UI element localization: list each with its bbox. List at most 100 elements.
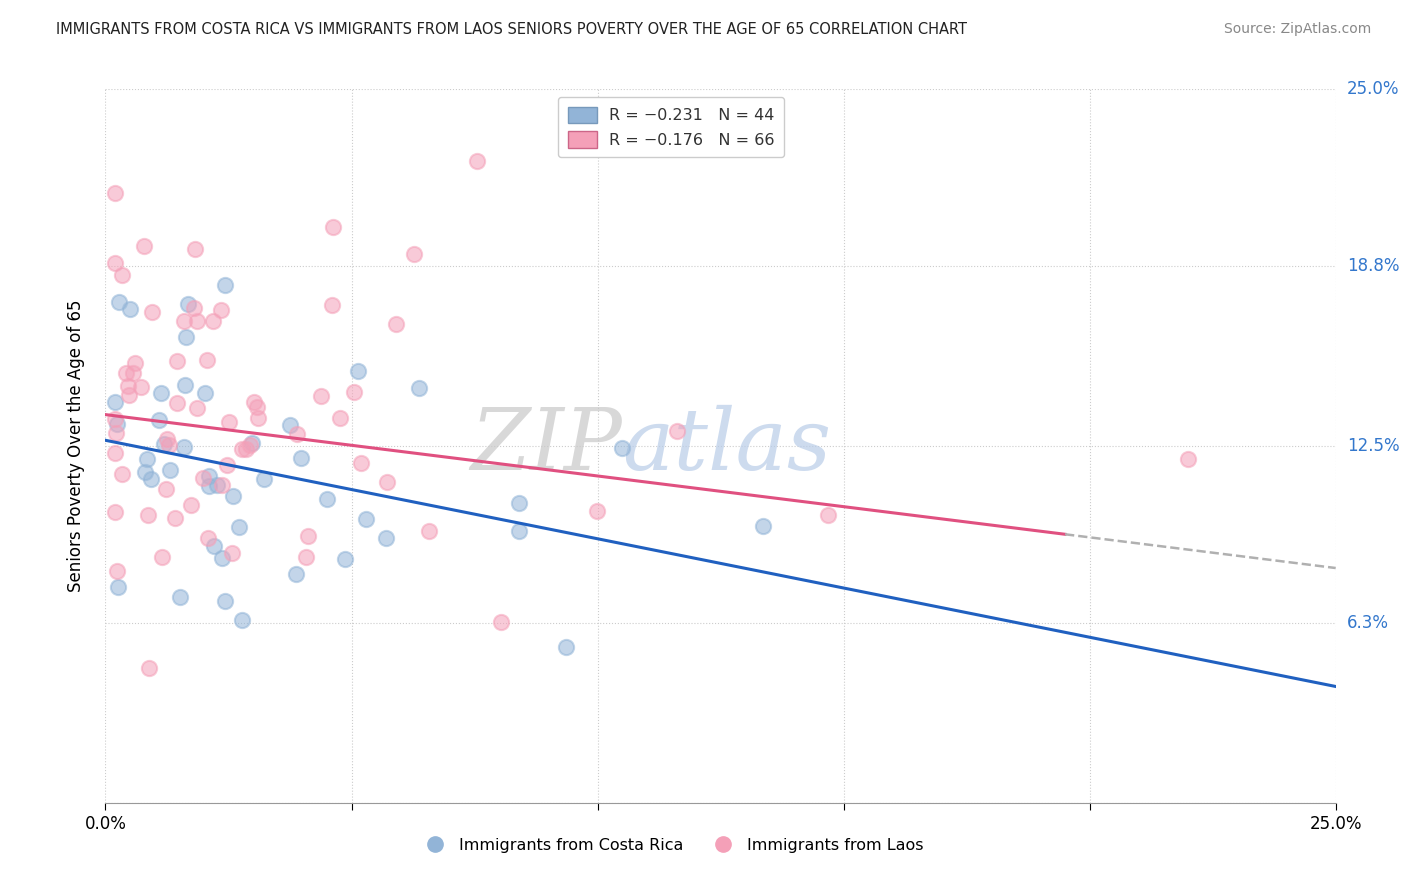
Point	[555, 640, 578, 655]
Point	[159, 463, 181, 477]
Point	[408, 381, 430, 395]
Point	[105, 417, 128, 431]
Point	[180, 498, 202, 512]
Point	[118, 387, 141, 401]
Point	[465, 153, 488, 168]
Point	[104, 395, 127, 409]
Point	[107, 580, 129, 594]
Point	[665, 425, 688, 439]
Point	[321, 298, 343, 312]
Text: atlas: atlas	[621, 405, 831, 487]
Point	[111, 268, 134, 283]
Point	[333, 552, 356, 566]
Point	[131, 379, 153, 393]
Text: 12.5%: 12.5%	[1347, 437, 1399, 455]
Point	[120, 302, 142, 317]
Point	[215, 458, 238, 472]
Point	[309, 389, 332, 403]
Y-axis label: Seniors Poverty Over the Age of 65: Seniors Poverty Over the Age of 65	[66, 300, 84, 592]
Point	[183, 301, 205, 315]
Point	[284, 566, 307, 581]
Point	[186, 313, 208, 327]
Point	[148, 413, 170, 427]
Point	[221, 546, 243, 560]
Point	[139, 472, 162, 486]
Point	[114, 366, 136, 380]
Point	[610, 442, 633, 456]
Point	[174, 377, 197, 392]
Point	[222, 490, 245, 504]
Point	[228, 520, 250, 534]
Point	[374, 532, 396, 546]
Point	[104, 412, 127, 426]
Point	[174, 329, 197, 343]
Point	[295, 549, 318, 564]
Point	[173, 314, 195, 328]
Point	[384, 317, 406, 331]
Point	[297, 529, 319, 543]
Point	[202, 539, 225, 553]
Point	[155, 482, 177, 496]
Point	[198, 469, 221, 483]
Point	[751, 519, 773, 533]
Point	[183, 242, 205, 256]
Point	[104, 256, 127, 270]
Point	[153, 437, 176, 451]
Point	[141, 305, 163, 319]
Point	[218, 415, 240, 429]
Point	[134, 465, 156, 479]
Point	[104, 504, 127, 518]
Point	[136, 508, 159, 522]
Point	[166, 396, 188, 410]
Text: 18.8%: 18.8%	[1347, 257, 1399, 275]
Point	[211, 478, 233, 492]
Point	[329, 410, 352, 425]
Point	[117, 379, 139, 393]
Point	[165, 511, 187, 525]
Text: Source: ZipAtlas.com: Source: ZipAtlas.com	[1223, 22, 1371, 37]
Point	[252, 473, 274, 487]
Point	[135, 452, 157, 467]
Point	[278, 417, 301, 432]
Point	[198, 479, 221, 493]
Point	[166, 354, 188, 368]
Point	[246, 411, 269, 425]
Point	[214, 594, 236, 608]
Point	[194, 386, 217, 401]
Point	[418, 524, 440, 538]
Point	[214, 277, 236, 292]
Point	[124, 356, 146, 370]
Point	[205, 478, 228, 492]
Point	[346, 363, 368, 377]
Point	[315, 491, 337, 506]
Point	[169, 591, 191, 605]
Point	[177, 297, 200, 311]
Point	[105, 564, 128, 578]
Point	[201, 314, 224, 328]
Point	[240, 436, 263, 450]
Point	[322, 220, 344, 235]
Point	[209, 303, 232, 318]
Point	[354, 512, 377, 526]
Point	[150, 385, 173, 400]
Point	[287, 427, 309, 442]
Text: ZIP: ZIP	[470, 405, 621, 487]
Point	[157, 438, 180, 452]
Point	[586, 504, 609, 518]
Legend: Immigrants from Costa Rica, Immigrants from Laos: Immigrants from Costa Rica, Immigrants f…	[412, 831, 931, 859]
Point	[105, 426, 128, 441]
Text: IMMIGRANTS FROM COSTA RICA VS IMMIGRANTS FROM LAOS SENIORS POVERTY OVER THE AGE : IMMIGRANTS FROM COSTA RICA VS IMMIGRANTS…	[56, 22, 967, 37]
Point	[350, 456, 373, 470]
Point	[508, 496, 530, 510]
Text: 6.3%: 6.3%	[1347, 614, 1389, 632]
Point	[122, 366, 145, 380]
Point	[508, 524, 530, 538]
Point	[191, 471, 214, 485]
Point	[197, 531, 219, 545]
Point	[290, 450, 312, 465]
Point	[817, 508, 839, 522]
Point	[231, 613, 253, 627]
Point	[104, 446, 127, 460]
Point	[243, 395, 266, 409]
Point	[211, 550, 233, 565]
